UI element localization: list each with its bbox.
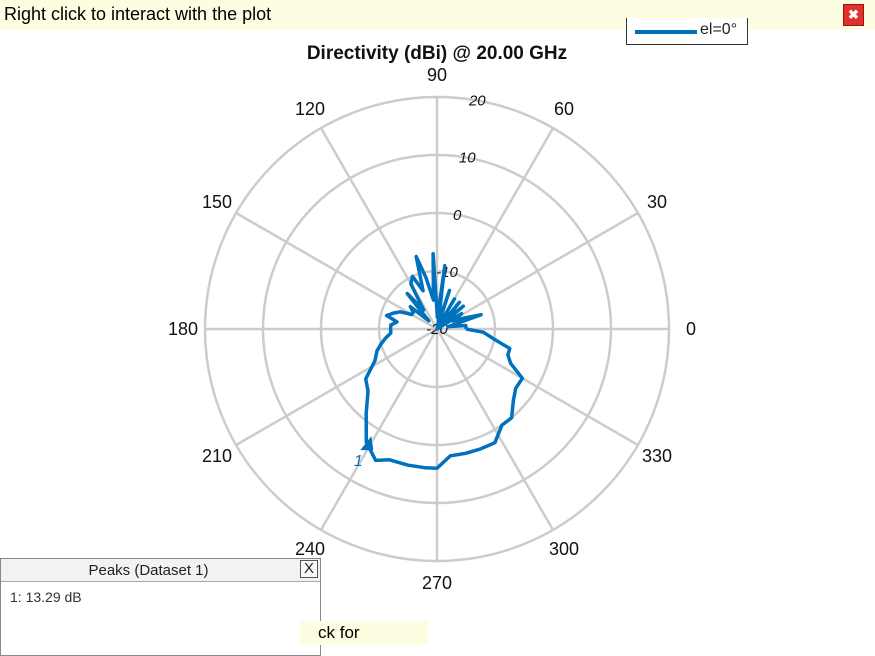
legend[interactable]: el=0° [626, 18, 748, 45]
peak-entry: 1: 13.29 dB [10, 589, 82, 605]
peaks-close-button[interactable]: X [300, 560, 318, 578]
legend-line-swatch [635, 30, 697, 34]
close-icon[interactable]: ✖ [843, 4, 864, 26]
peaks-panel-header: Peaks (Dataset 1) X [1, 559, 320, 582]
angle-tick-label: 30 [647, 192, 667, 212]
peaks-panel-title: Peaks (Dataset 1) [88, 562, 209, 579]
grid-spoke [235, 327, 438, 447]
grid-spoke [319, 328, 439, 531]
legend-label: el=0° [700, 21, 738, 38]
grid-spoke [235, 211, 438, 331]
angle-tick-label: 180 [168, 319, 198, 339]
hint-text: ck for [318, 623, 360, 642]
angle-tick-label: 0 [686, 319, 696, 339]
radial-tick-label: 0 [453, 207, 462, 224]
angle-tick-label: 330 [642, 446, 672, 466]
banner-text: Right click to interact with the plot [4, 4, 272, 24]
angle-tick-label: 150 [202, 192, 232, 212]
angle-tick-label: 300 [549, 539, 579, 559]
grid-spoke [435, 328, 555, 531]
peak-marker [360, 436, 374, 451]
peak-marker-label: 1 [354, 453, 363, 470]
grid-spoke [436, 211, 639, 331]
angle-tick-label: 240 [295, 539, 325, 559]
peaks-panel: Peaks (Dataset 1) X 1: 13.29 dB [0, 558, 321, 656]
angle-tick-label: 60 [554, 99, 574, 119]
angle-tick-label: 270 [422, 573, 452, 593]
radial-tick-label: -10 [436, 264, 458, 281]
grid-spoke [436, 327, 639, 447]
series-line [363, 251, 525, 470]
interaction-banner: Right click to interact with the plot ✖ [0, 0, 875, 30]
angle-tick-label: 120 [295, 99, 325, 119]
hint-tooltip: ck for [300, 621, 428, 645]
chart-title: Directivity (dBi) @ 20.00 GHz [307, 43, 567, 64]
angle-tick-label: 210 [202, 446, 232, 466]
grid-spoke [435, 127, 555, 330]
angle-tick-label: 90 [427, 65, 447, 85]
radial-tick-label: 10 [459, 150, 476, 167]
radial-tick-label: 20 [468, 93, 486, 110]
